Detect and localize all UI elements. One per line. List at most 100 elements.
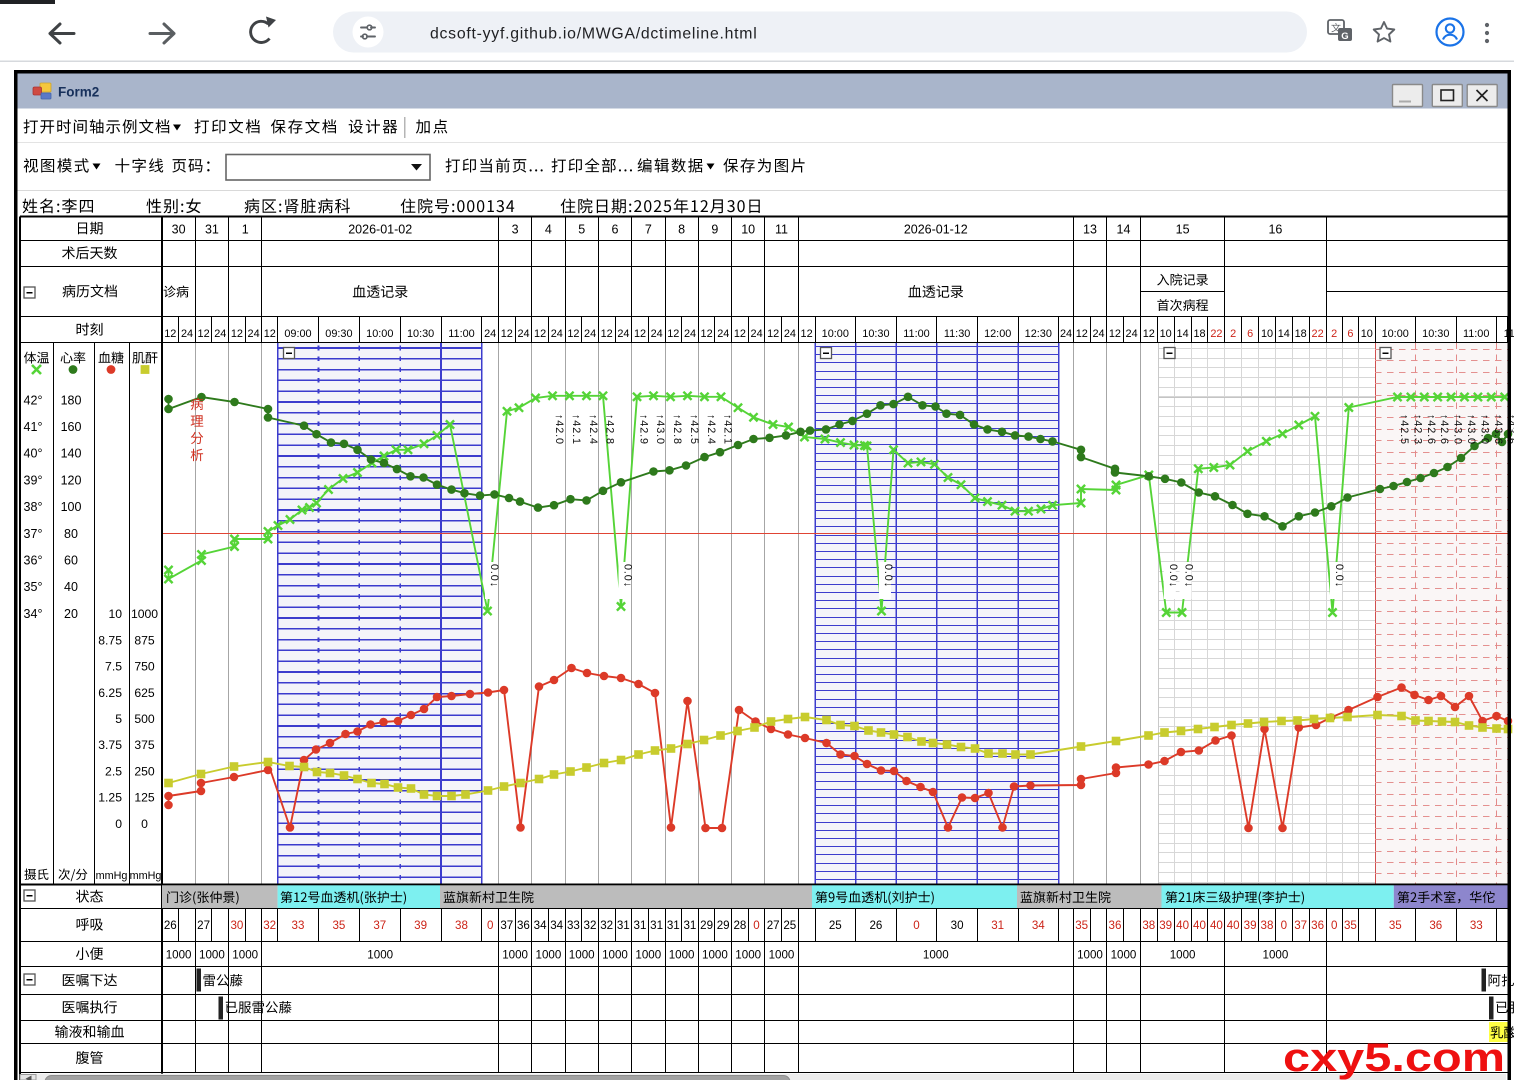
svg-text:16: 16 (1268, 223, 1282, 237)
svg-text:1000: 1000 (536, 949, 562, 962)
svg-text:750: 750 (134, 660, 155, 674)
svg-text:31: 31 (634, 919, 647, 932)
svg-text:↑42.1: ↑42.1 (722, 414, 734, 445)
svg-text:38°: 38° (24, 500, 43, 514)
svg-text:38: 38 (455, 919, 468, 932)
svg-text:120: 120 (61, 473, 82, 487)
svg-text:1000: 1000 (702, 949, 728, 962)
svg-text:1000: 1000 (1111, 949, 1137, 962)
svg-text:36: 36 (1311, 919, 1324, 932)
svg-text:38: 38 (1142, 919, 1155, 932)
svg-text:375: 375 (134, 738, 155, 752)
svg-text:1.25: 1.25 (98, 791, 122, 805)
svg-text:2026-01-12: 2026-01-12 (904, 223, 968, 237)
svg-text:1000: 1000 (669, 949, 695, 962)
svg-text:30: 30 (172, 223, 186, 237)
svg-text:40°: 40° (24, 447, 43, 461)
svg-text:1000: 1000 (232, 949, 258, 962)
svg-text:12: 12 (734, 328, 746, 340)
svg-text:180: 180 (61, 393, 82, 407)
svg-text:39: 39 (414, 919, 427, 932)
svg-text:1000: 1000 (166, 949, 192, 962)
svg-text:2026-01-02: 2026-01-02 (348, 223, 412, 237)
svg-text:36: 36 (517, 919, 530, 932)
svg-text:1000: 1000 (923, 949, 949, 962)
svg-text:24: 24 (651, 328, 663, 340)
svg-text:12:00: 12:00 (984, 328, 1011, 340)
svg-text:32: 32 (600, 919, 613, 932)
svg-text:0.0↓: 0.0↓ (1333, 564, 1345, 588)
svg-text:60: 60 (64, 554, 78, 568)
svg-text:31: 31 (205, 223, 219, 237)
svg-text:15: 15 (1176, 223, 1190, 237)
svg-text:6: 6 (1247, 328, 1253, 340)
svg-text:1000: 1000 (769, 949, 795, 962)
svg-text:2.5: 2.5 (105, 764, 122, 778)
svg-text:24: 24 (584, 328, 596, 340)
svg-text:10:00: 10:00 (366, 328, 393, 340)
svg-text:0.0↓: 0.0↓ (1167, 564, 1179, 588)
svg-text:1000: 1000 (1263, 949, 1289, 962)
svg-text:3.75: 3.75 (98, 738, 122, 752)
svg-text:0: 0 (1331, 919, 1337, 932)
svg-text:40: 40 (64, 580, 78, 594)
svg-text:1000: 1000 (569, 949, 595, 962)
svg-text:10: 10 (1160, 328, 1172, 340)
svg-text:26: 26 (869, 919, 882, 932)
svg-text:↑42.4: ↑42.4 (587, 414, 599, 445)
svg-text:1: 1 (242, 223, 249, 237)
svg-text:500: 500 (134, 712, 155, 726)
svg-text:12: 12 (801, 328, 813, 340)
svg-text:5: 5 (578, 223, 585, 237)
svg-text:↑42.9: ↑42.9 (638, 414, 650, 445)
svg-text:40: 40 (1227, 919, 1240, 932)
svg-text:7: 7 (645, 223, 652, 237)
svg-text:10:30: 10:30 (407, 328, 434, 340)
svg-text:875: 875 (134, 633, 155, 647)
svg-text:0: 0 (913, 919, 919, 932)
svg-text:25: 25 (829, 919, 842, 932)
svg-text:9: 9 (711, 223, 718, 237)
svg-text:10:30: 10:30 (862, 328, 889, 340)
svg-text:0: 0 (115, 817, 122, 831)
svg-text:3: 3 (512, 223, 519, 237)
svg-text:0.0↓: 0.0↓ (882, 564, 894, 588)
svg-text:12: 12 (164, 328, 176, 340)
svg-text:24: 24 (517, 328, 529, 340)
svg-text:12: 12 (634, 328, 646, 340)
svg-text:26: 26 (164, 919, 177, 932)
svg-text:33: 33 (567, 919, 580, 932)
svg-text:10: 10 (1361, 328, 1373, 340)
svg-text:40: 40 (1210, 919, 1223, 932)
svg-text:1000: 1000 (635, 949, 661, 962)
svg-text:↑42.6: ↑42.6 (1425, 414, 1437, 445)
svg-text:37: 37 (1294, 919, 1307, 932)
svg-text:18: 18 (1193, 328, 1205, 340)
svg-text:37: 37 (500, 919, 513, 932)
svg-text:38: 38 (1261, 919, 1274, 932)
svg-text:12: 12 (701, 328, 713, 340)
svg-text:31: 31 (617, 919, 630, 932)
svg-text:12: 12 (1143, 328, 1155, 340)
svg-text:2: 2 (1230, 328, 1236, 340)
svg-text:29: 29 (700, 919, 713, 932)
svg-text:34: 34 (550, 919, 563, 932)
svg-text:↑42.0: ↑42.0 (553, 414, 565, 445)
svg-text:125: 125 (134, 791, 155, 805)
svg-text:22: 22 (1312, 328, 1324, 340)
svg-text:24: 24 (214, 328, 226, 340)
svg-text:10:30: 10:30 (1422, 328, 1449, 340)
svg-text:31: 31 (683, 919, 696, 932)
svg-text:7.5: 7.5 (105, 660, 122, 674)
svg-text:27: 27 (767, 919, 780, 932)
svg-text:12: 12 (667, 328, 679, 340)
svg-text:25: 25 (783, 919, 796, 932)
svg-text:24: 24 (248, 328, 260, 340)
svg-text:27: 27 (197, 919, 210, 932)
svg-text:12: 12 (567, 328, 579, 340)
svg-text:41°: 41° (24, 420, 43, 434)
svg-text:33: 33 (292, 919, 305, 932)
svg-text:32: 32 (584, 919, 597, 932)
svg-text:34: 34 (1032, 919, 1045, 932)
svg-text:35: 35 (1344, 919, 1357, 932)
